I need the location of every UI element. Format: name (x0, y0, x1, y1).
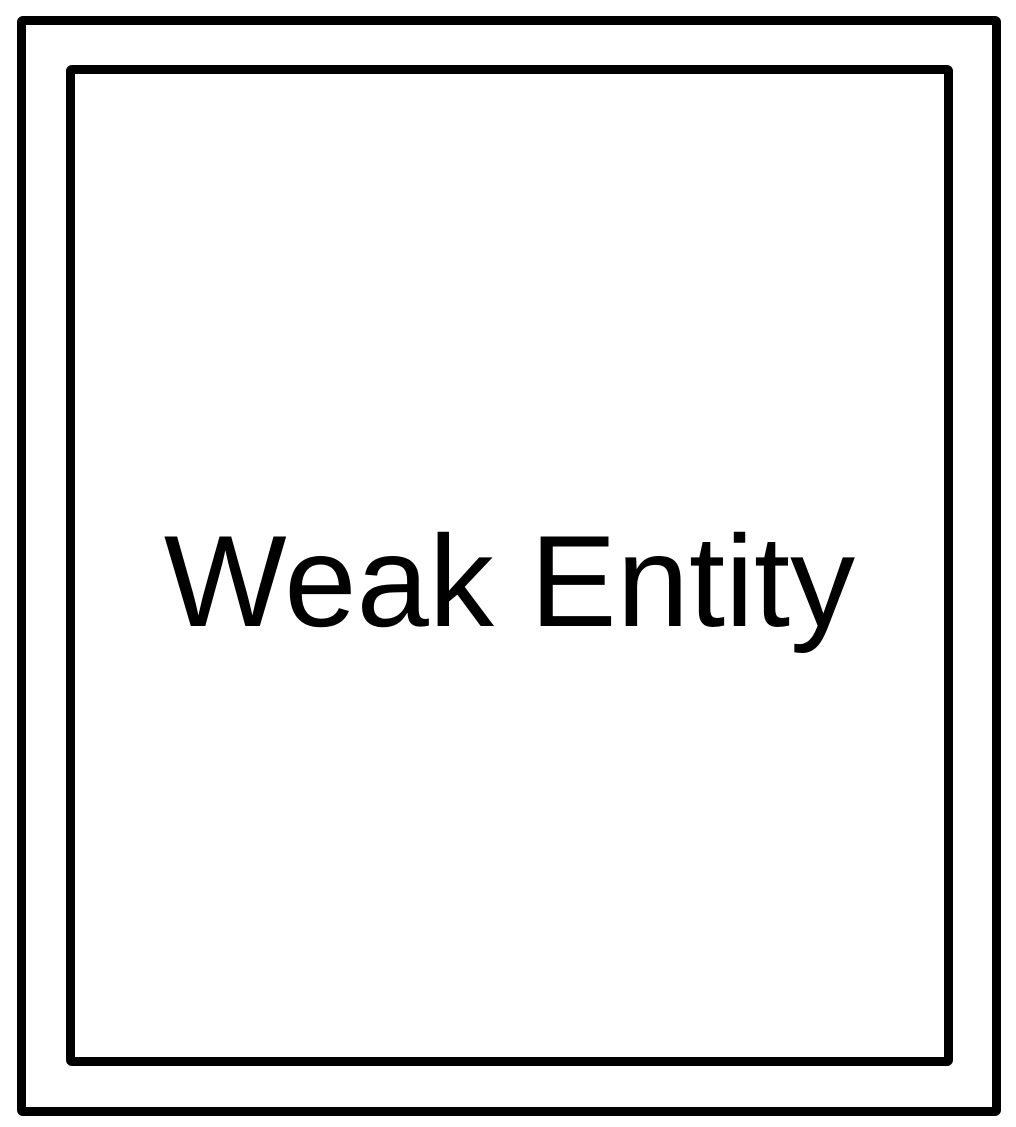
weak-entity-label: Weak Entity (163, 507, 856, 654)
weak-entity-inner-border (66, 65, 953, 1066)
